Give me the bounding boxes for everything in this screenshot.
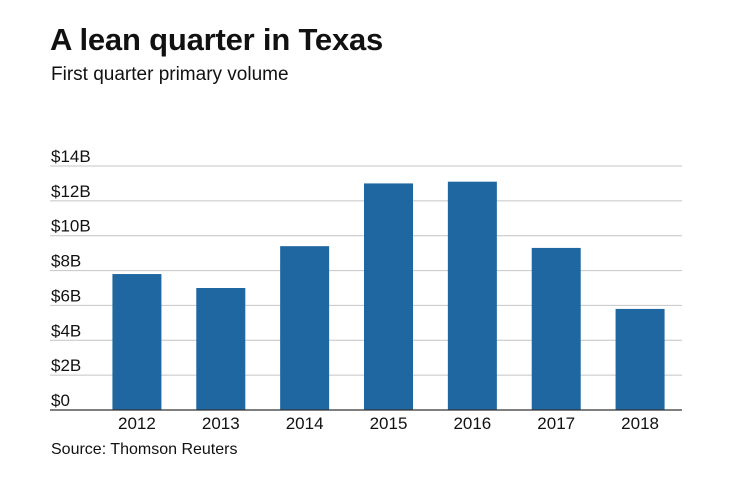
bar-2017 [531,247,581,410]
bar-2012 [112,274,162,410]
bar-2016 [447,181,497,410]
y-tick-label: $2B [51,356,81,375]
y-tick-label: $10B [51,217,91,236]
x-tick-label: 2016 [453,414,491,433]
x-tick-label: 2012 [118,414,156,433]
chart-title: A lean quarter in Texas [50,22,384,57]
y-tick-label: $0 [51,391,70,410]
y-tick-label: $6B [51,286,81,305]
bar-2014 [280,246,330,410]
bar-2013 [196,288,246,410]
y-tick-label: $12B [51,182,91,201]
bar-2018 [615,308,665,410]
x-tick-label: 2013 [202,414,240,433]
y-tick-label: $8B [51,252,81,271]
chart-subtitle: First quarter primary volume [51,64,289,85]
x-tick-label: 2017 [537,414,575,433]
x-tick-label: 2014 [286,414,324,433]
x-tick-label: 2018 [621,414,659,433]
y-tick-label: $14B [51,147,91,166]
bar-2015 [364,183,413,410]
x-tick-label: 2015 [370,414,408,433]
y-tick-label: $4B [51,321,81,340]
source-note: Source: Thomson Reuters [51,441,238,458]
